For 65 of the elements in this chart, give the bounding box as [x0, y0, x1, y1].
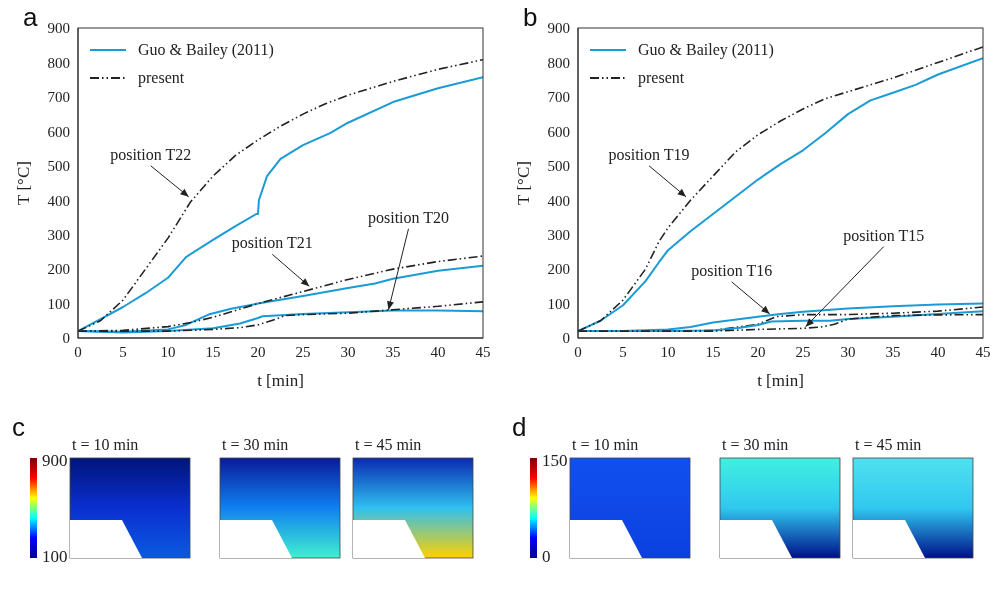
chart-title: b: [523, 2, 538, 32]
annotation: position T16: [691, 261, 773, 280]
chart-title: a: [23, 2, 38, 32]
x-tick-label: 15: [705, 343, 721, 360]
y-tick-label: 400: [547, 192, 570, 209]
annotation: position T19: [608, 145, 690, 164]
y-tick-label: 800: [547, 54, 570, 71]
text: t = 45 min: [855, 436, 922, 453]
y-tick-label: 800: [47, 54, 70, 71]
x-tick-label: 45: [975, 343, 991, 360]
x-tick-label: 20: [750, 343, 766, 360]
legend-label: present: [138, 69, 185, 87]
x-tick-label: 5: [619, 343, 627, 360]
x-tick-label: 20: [250, 343, 266, 360]
x-tick-label: 45: [475, 343, 491, 360]
text: t = 45 min: [355, 436, 422, 453]
text: t = 30 min: [222, 436, 289, 453]
y-tick-label: 300: [47, 226, 70, 243]
x-tick-label: 10: [660, 343, 676, 360]
legend-label: Guo & Bailey (2011): [138, 41, 274, 59]
x-tick-label: 5: [119, 343, 127, 360]
x-tick-label: 15: [205, 343, 221, 360]
x-axis-title: t [min]: [757, 371, 804, 390]
x-tick-label: 25: [295, 343, 311, 360]
legend-label: present: [638, 69, 685, 87]
x-tick-label: 25: [795, 343, 811, 360]
y-tick-label: 500: [47, 158, 70, 175]
y-tick-label: 600: [47, 123, 70, 140]
annotation: position T15: [843, 226, 925, 245]
text: d: [512, 412, 527, 442]
y-tick-label: 900: [47, 20, 70, 37]
y-tick-label: 700: [547, 89, 570, 106]
annotation: position T21: [231, 234, 313, 253]
x-tick-label: 0: [74, 343, 82, 360]
y-tick-label: 200: [547, 261, 570, 278]
y-axis-title: T [°C]: [14, 161, 34, 205]
text: c: [12, 412, 25, 442]
y-tick-label: 700: [47, 89, 70, 106]
y-tick-label: 500: [547, 158, 570, 175]
x-axis-title: t [min]: [257, 371, 304, 390]
x-tick-label: 35: [885, 343, 901, 360]
x-tick-label: 40: [930, 343, 946, 360]
y-tick-label: 200: [47, 261, 70, 278]
text: t = 10 min: [572, 436, 639, 453]
x-tick-label: 30: [340, 343, 356, 360]
y-tick-label: 300: [547, 226, 570, 243]
text: t = 10 min: [72, 436, 139, 453]
text: t = 30 min: [722, 436, 789, 453]
y-tick-label: 100: [547, 295, 570, 312]
annotation: position T20: [367, 208, 450, 227]
y-tick-label: 600: [547, 123, 570, 140]
legend-label: Guo & Bailey (2011): [638, 41, 774, 59]
x-tick-label: 35: [385, 343, 401, 360]
y-axis-title: T [°C]: [514, 161, 534, 205]
y-tick-label: 400: [47, 192, 70, 209]
y-tick-label: 0: [62, 330, 70, 347]
y-tick-label: 900: [547, 20, 570, 37]
y-tick-label: 100: [47, 295, 70, 312]
x-tick-label: 40: [430, 343, 446, 360]
annotation: position T22: [110, 145, 192, 164]
x-tick-label: 10: [160, 343, 176, 360]
x-tick-label: 30: [840, 343, 856, 360]
text: 150: [542, 451, 568, 470]
y-tick-label: 0: [562, 330, 570, 347]
x-tick-label: 0: [574, 343, 582, 360]
